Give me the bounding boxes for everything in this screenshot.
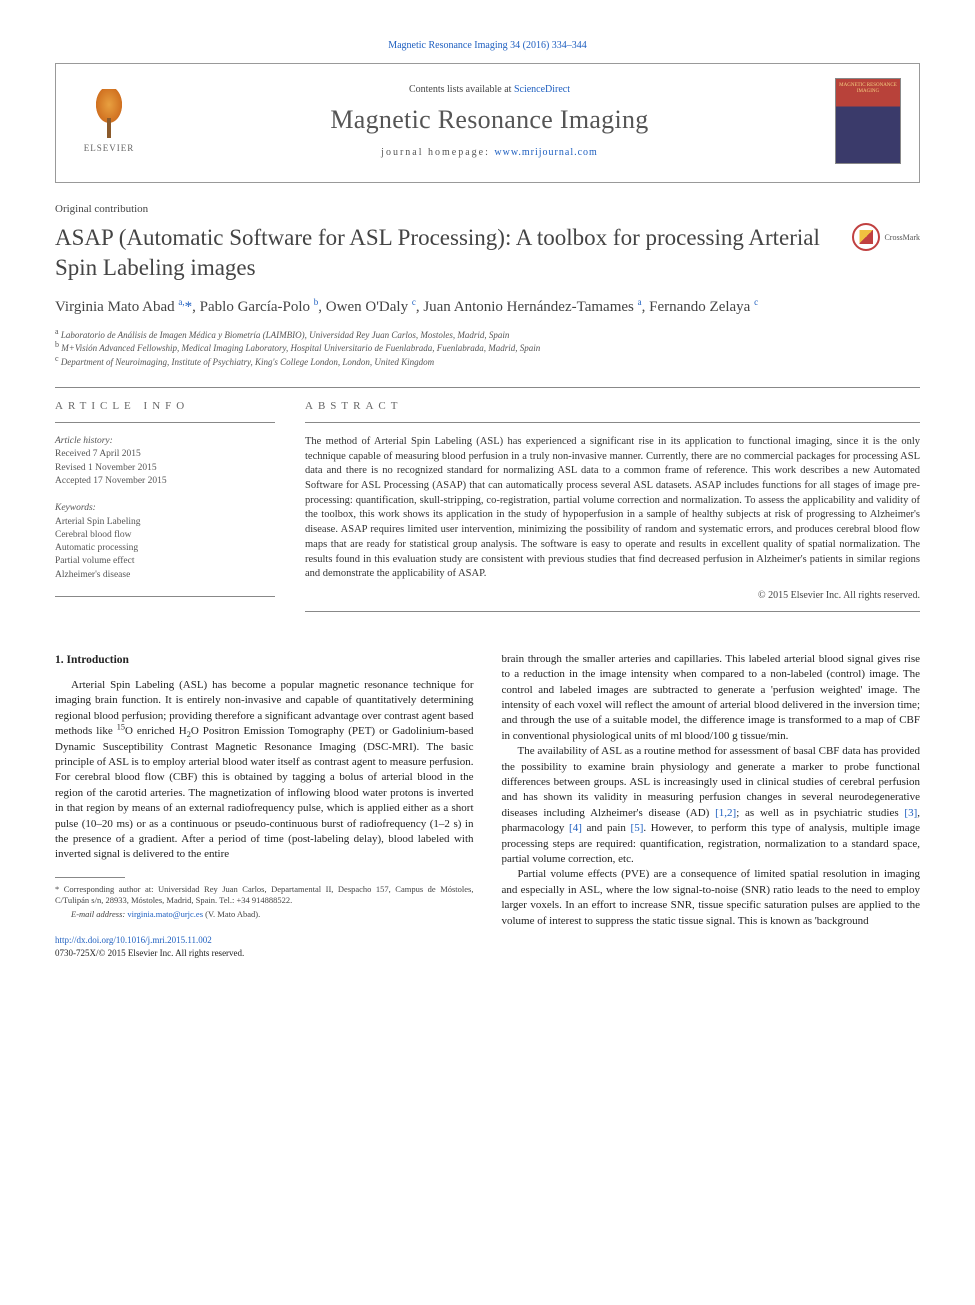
abstract-col: ABSTRACT The method of Arterial Spin Lab… — [305, 400, 920, 624]
article-title: ASAP (Automatic Software for ASL Process… — [55, 223, 852, 283]
email-footnote: E-mail address: virginia.mato@urjc.es (V… — [55, 909, 474, 920]
article-info-col: ARTICLE INFO Article history: Received 7… — [55, 400, 275, 624]
body-paragraph: brain through the smaller arteries and c… — [502, 652, 921, 744]
divider — [305, 422, 920, 423]
title-row: ASAP (Automatic Software for ASL Process… — [55, 223, 920, 283]
affiliations-block: a Laboratorio de Análisis de Imagen Médi… — [55, 329, 920, 370]
cover-thumb-text: MAGNETIC RESONANCE IMAGING — [836, 83, 900, 94]
homepage-prefix: journal homepage: — [381, 147, 494, 158]
intro-paragraph: Arterial Spin Labeling (ASL) has become … — [55, 678, 474, 863]
keywords-block: Keywords: Arterial Spin Labeling Cerebra… — [55, 502, 275, 582]
affiliation: c Department of Neuroimaging, Institute … — [55, 356, 920, 370]
divider — [55, 387, 920, 388]
intro-heading: 1. Introduction — [55, 652, 474, 668]
doi-link[interactable]: http://dx.doi.org/10.1016/j.mri.2015.11.… — [55, 934, 474, 947]
journal-name: Magnetic Resonance Imaging — [144, 105, 835, 135]
info-abstract-row: ARTICLE INFO Article history: Received 7… — [55, 400, 920, 624]
keyword: Automatic processing — [55, 542, 275, 555]
journal-header-box: ELSEVIER Contents lists available at Sci… — [55, 63, 920, 183]
keywords-title: Keywords: — [55, 502, 275, 515]
divider — [55, 422, 275, 423]
abstract-text: The method of Arterial Spin Labeling (AS… — [305, 435, 920, 582]
corresponding-footnote: * Corresponding author at: Universidad R… — [55, 884, 474, 907]
issn-line: 0730-725X/© 2015 Elsevier Inc. All right… — [55, 947, 474, 960]
crossmark-icon — [852, 223, 880, 251]
keyword: Arterial Spin Labeling — [55, 516, 275, 529]
history-title: Article history: — [55, 435, 275, 448]
contents-line: Contents lists available at ScienceDirec… — [144, 84, 835, 95]
abstract-heading: ABSTRACT — [305, 400, 920, 412]
section-label: Original contribution — [55, 203, 920, 215]
email-label: E-mail address: — [71, 909, 125, 919]
elsevier-tree-icon — [83, 89, 135, 141]
crossmark-label: CrossMark — [884, 233, 920, 242]
history-accepted: Accepted 17 November 2015 — [55, 475, 275, 488]
divider — [305, 611, 920, 612]
email-link[interactable]: virginia.mato@urjc.es — [127, 909, 203, 919]
contents-prefix: Contents lists available at — [409, 84, 514, 95]
sciencedirect-link[interactable]: ScienceDirect — [514, 84, 570, 95]
divider — [55, 596, 275, 597]
left-column: 1. Introduction Arterial Spin Labeling (… — [55, 652, 474, 959]
article-info-heading: ARTICLE INFO — [55, 400, 275, 412]
body-paragraph: Partial volume effects (PVE) are a conse… — [502, 867, 921, 929]
elsevier-label: ELSEVIER — [84, 143, 135, 153]
authors-line: Virginia Mato Abad a,*, Pablo García-Pol… — [55, 297, 920, 319]
history-block: Article history: Received 7 April 2015 R… — [55, 435, 275, 488]
header-center: Contents lists available at ScienceDirec… — [144, 84, 835, 158]
body-paragraph: The availability of ASL as a routine met… — [502, 744, 921, 867]
email-suffix: (V. Mato Abad). — [205, 909, 260, 919]
affiliation: b M+Visión Advanced Fellowship, Medical … — [55, 342, 920, 356]
homepage-line: journal homepage: www.mrijournal.com — [144, 147, 835, 158]
crossmark-badge[interactable]: CrossMark — [852, 223, 920, 251]
top-citation-link[interactable]: Magnetic Resonance Imaging 34 (2016) 334… — [55, 40, 920, 51]
right-column: brain through the smaller arteries and c… — [502, 652, 921, 959]
homepage-url[interactable]: www.mrijournal.com — [494, 147, 597, 158]
history-received: Received 7 April 2015 — [55, 448, 275, 461]
footnote-separator — [55, 877, 125, 878]
history-revised: Revised 1 November 2015 — [55, 462, 275, 475]
keyword: Alzheimer's disease — [55, 569, 275, 582]
keyword: Partial volume effect — [55, 555, 275, 568]
page-root: Magnetic Resonance Imaging 34 (2016) 334… — [0, 0, 975, 999]
copyright-line: © 2015 Elsevier Inc. All rights reserved… — [305, 590, 920, 601]
doi-block: http://dx.doi.org/10.1016/j.mri.2015.11.… — [55, 934, 474, 959]
body-columns: 1. Introduction Arterial Spin Labeling (… — [55, 652, 920, 959]
keyword: Cerebral blood flow — [55, 529, 275, 542]
journal-cover-thumb: MAGNETIC RESONANCE IMAGING — [835, 78, 901, 164]
elsevier-logo: ELSEVIER — [74, 89, 144, 153]
affiliation: a Laboratorio de Análisis de Imagen Médi… — [55, 329, 920, 343]
